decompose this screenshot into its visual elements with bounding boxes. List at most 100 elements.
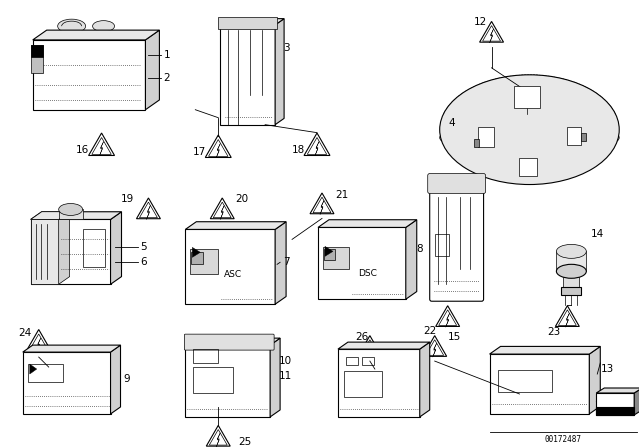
Text: 10: 10	[279, 356, 292, 366]
Bar	[596, 407, 634, 415]
Polygon shape	[220, 19, 284, 25]
Polygon shape	[31, 220, 111, 284]
Polygon shape	[31, 220, 59, 284]
Bar	[218, 17, 277, 29]
Polygon shape	[634, 388, 640, 415]
Text: 21: 21	[335, 190, 348, 201]
Ellipse shape	[556, 264, 586, 278]
Polygon shape	[596, 388, 640, 393]
Polygon shape	[29, 364, 36, 374]
Polygon shape	[275, 222, 286, 304]
Text: 25: 25	[238, 437, 252, 447]
Polygon shape	[445, 313, 450, 327]
Polygon shape	[216, 144, 220, 158]
Bar	[324, 250, 335, 260]
Polygon shape	[490, 346, 600, 354]
Bar	[556, 251, 586, 271]
Polygon shape	[23, 352, 111, 414]
Polygon shape	[318, 220, 417, 228]
Polygon shape	[420, 342, 429, 417]
Polygon shape	[368, 343, 372, 357]
Ellipse shape	[93, 21, 115, 32]
Text: 00172487: 00172487	[545, 435, 582, 444]
Bar	[561, 287, 581, 295]
Ellipse shape	[58, 19, 86, 33]
FancyBboxPatch shape	[184, 334, 274, 350]
Polygon shape	[338, 342, 429, 349]
Polygon shape	[33, 40, 145, 110]
Bar	[435, 234, 449, 256]
Bar	[520, 158, 538, 176]
Polygon shape	[23, 345, 120, 352]
Bar	[59, 210, 83, 220]
Bar	[191, 252, 204, 264]
Bar	[362, 357, 374, 365]
Bar	[477, 127, 493, 146]
Text: 12: 12	[474, 17, 487, 27]
Polygon shape	[318, 228, 406, 299]
Text: 4: 4	[449, 118, 455, 128]
Polygon shape	[320, 201, 324, 215]
Text: 17: 17	[193, 146, 205, 157]
Text: 1: 1	[163, 50, 170, 60]
Text: 8: 8	[416, 244, 422, 254]
Bar	[581, 133, 586, 141]
Bar	[190, 250, 218, 274]
Text: 6: 6	[140, 257, 147, 267]
Bar	[596, 393, 634, 415]
Polygon shape	[338, 349, 420, 417]
Polygon shape	[490, 354, 589, 414]
Text: 5: 5	[140, 242, 147, 252]
Text: 22: 22	[424, 326, 437, 336]
Text: ASC: ASC	[224, 270, 243, 279]
Bar	[31, 45, 43, 73]
Polygon shape	[193, 247, 200, 257]
Polygon shape	[325, 246, 333, 256]
Text: 9: 9	[124, 374, 130, 384]
Polygon shape	[186, 222, 286, 229]
Text: 16: 16	[76, 145, 89, 155]
Polygon shape	[186, 345, 270, 417]
Polygon shape	[270, 338, 280, 417]
Bar	[344, 371, 382, 397]
Text: 14: 14	[591, 229, 605, 239]
Polygon shape	[147, 206, 150, 220]
Polygon shape	[59, 212, 70, 284]
Ellipse shape	[556, 244, 586, 258]
Bar	[497, 370, 552, 392]
Text: 7: 7	[283, 257, 290, 267]
Text: 2: 2	[163, 73, 170, 83]
Ellipse shape	[440, 75, 620, 185]
Ellipse shape	[440, 121, 620, 154]
Polygon shape	[36, 338, 41, 352]
Polygon shape	[220, 25, 275, 125]
Text: 23: 23	[547, 327, 561, 337]
Text: 20: 20	[236, 194, 248, 204]
Polygon shape	[589, 346, 600, 414]
Bar	[346, 357, 358, 365]
Bar	[193, 367, 233, 393]
Bar	[474, 138, 479, 146]
Polygon shape	[111, 345, 120, 414]
Polygon shape	[315, 142, 319, 155]
Bar	[515, 86, 540, 108]
FancyBboxPatch shape	[428, 173, 486, 194]
Bar	[193, 349, 218, 363]
Polygon shape	[31, 212, 70, 220]
Polygon shape	[145, 30, 159, 110]
Text: 19: 19	[120, 194, 134, 204]
Bar	[28, 364, 63, 382]
Polygon shape	[33, 30, 159, 40]
Polygon shape	[275, 19, 284, 125]
Polygon shape	[433, 343, 436, 357]
Polygon shape	[186, 229, 275, 304]
Polygon shape	[406, 220, 417, 299]
Polygon shape	[490, 29, 493, 43]
Polygon shape	[100, 142, 104, 155]
Text: DSC: DSC	[358, 269, 378, 278]
Ellipse shape	[59, 203, 83, 215]
Bar	[568, 127, 581, 145]
FancyBboxPatch shape	[429, 188, 484, 301]
Polygon shape	[565, 313, 570, 327]
Polygon shape	[31, 212, 122, 220]
